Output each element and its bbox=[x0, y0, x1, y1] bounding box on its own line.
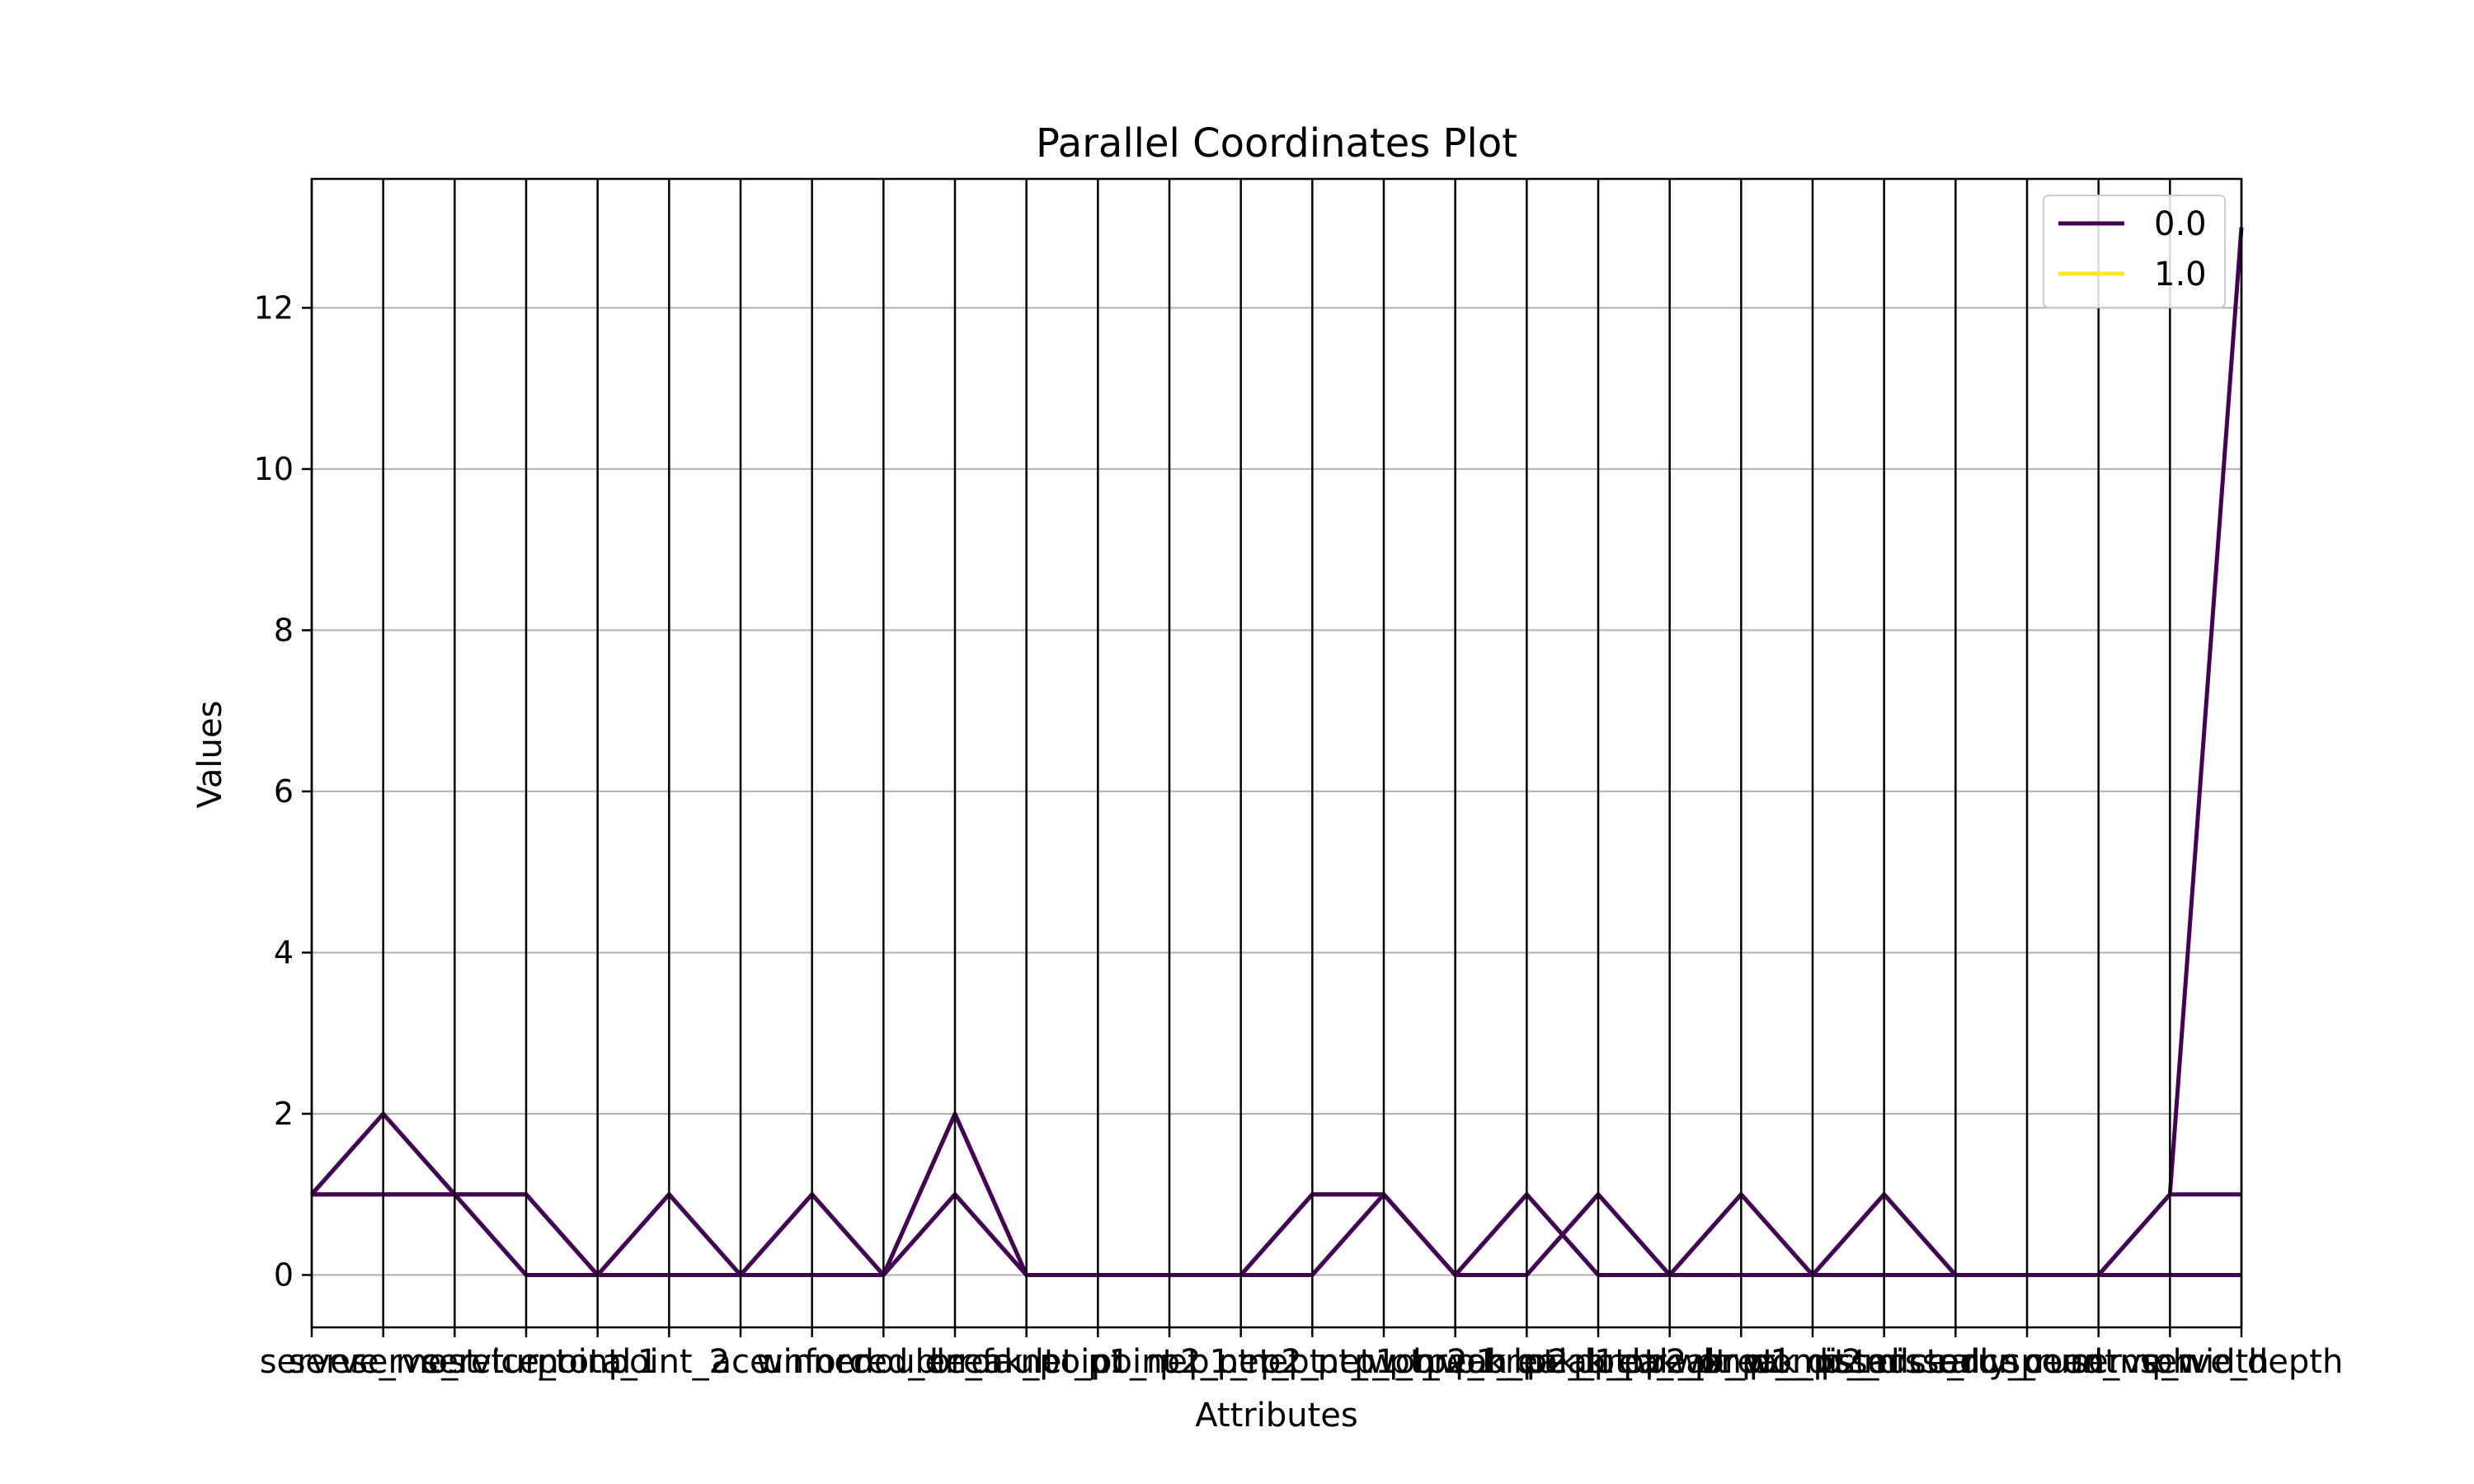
x-tick-label-serve_width: serve_width bbox=[2071, 1343, 2269, 1381]
legend-label-0: 0.0 bbox=[2154, 205, 2207, 243]
x-tick-label-serve_return: serve_return bbox=[350, 1343, 558, 1381]
y-tick-label-4: 4 bbox=[274, 934, 294, 970]
plot-frame bbox=[310, 177, 2243, 1329]
attribute-axes bbox=[310, 179, 2243, 1327]
x-tick-label-p2_net_pt: p2_net_pt bbox=[1159, 1343, 1323, 1381]
y-axis-label: Values bbox=[191, 701, 229, 809]
chart-title: Parallel Coordinates Plot bbox=[1036, 120, 1517, 167]
data-lines bbox=[310, 227, 2244, 1277]
y-tick-label-6: 6 bbox=[274, 773, 294, 810]
x-tick-label-winner: winner bbox=[756, 1343, 868, 1381]
x-tick-label-p2_net_pt_won: p2_net_pt_won bbox=[1260, 1343, 1507, 1381]
x-tick-label-point_1: point_1 bbox=[537, 1343, 658, 1381]
x-tick-label-ace: ace bbox=[711, 1343, 769, 1381]
x-tick-label-service_total: service_total bbox=[421, 1343, 632, 1381]
x-tick-label-p1_break_pt_missed: p1_break_pt_missed bbox=[1573, 1343, 1909, 1381]
x-tick-label-point_2: point_2 bbox=[609, 1343, 730, 1381]
x-axis-label: Attributes bbox=[1195, 1397, 1357, 1435]
y-tick-label-12: 12 bbox=[254, 289, 294, 326]
legend-label-1: 1.0 bbox=[2154, 256, 2207, 294]
series-0.0-line-1 bbox=[312, 227, 2244, 1277]
y-axis-ticks: 0 2 4 6 8 10 12 bbox=[254, 289, 312, 1293]
x-tick-label-p1_net_pt_won: p1_net_pt_won bbox=[1188, 1343, 1436, 1381]
y-tick-label-10: 10 bbox=[254, 451, 294, 487]
x-tick-label-p1_net_pt: p1_net_pt bbox=[1088, 1343, 1251, 1381]
y-tick-label-8: 8 bbox=[274, 612, 294, 648]
x-tick-label-p1_break_pt_won: p1_break_pt_won bbox=[1455, 1343, 1742, 1381]
x-tick-label-serve_depth: serve_depth bbox=[2140, 1343, 2344, 1381]
x-tick-label-server: server bbox=[260, 1343, 365, 1381]
y-tick-label-0: 0 bbox=[274, 1256, 294, 1293]
x-tick-label-serve_most: serve_most bbox=[289, 1343, 478, 1381]
x-tick-label-rally_count: rally_count bbox=[1936, 1343, 2118, 1381]
x-tick-label-speed_mph: speed_mph bbox=[2003, 1343, 2194, 1381]
series-0.0-line-3 bbox=[310, 1111, 2241, 1277]
x-tick-label-p2_break_pt_won: p2_break_pt_won bbox=[1526, 1343, 1813, 1381]
x-tick-label-double_fault: double_fault bbox=[853, 1343, 1056, 1381]
x-tick-label-p2_break_pt: p2_break_pt bbox=[1426, 1343, 1628, 1381]
x-axis-ticks: serverserve_mostserve_returnservice_tota… bbox=[260, 1327, 2344, 1381]
legend: 0.0 1.0 bbox=[2043, 195, 2226, 308]
x-tick-label-net_point: net_point bbox=[1021, 1343, 1176, 1381]
x-tick-label-break_point: break_point bbox=[929, 1343, 1123, 1381]
x-tick-label-p2_distance_run: p2_distance_run bbox=[1821, 1343, 2091, 1381]
x-tick-label-unforced_error: unforced_error bbox=[763, 1343, 1005, 1381]
x-tick-label-p2_break_pt_missed: p2_break_pt_missed bbox=[1645, 1343, 1981, 1381]
x-tick-label-p1_distance_run: p1_distance_run bbox=[1749, 1343, 2019, 1381]
y-tick-label-2: 2 bbox=[274, 1096, 294, 1132]
x-tick-label-p1_break_pt: p1_break_pt bbox=[1354, 1343, 1556, 1381]
